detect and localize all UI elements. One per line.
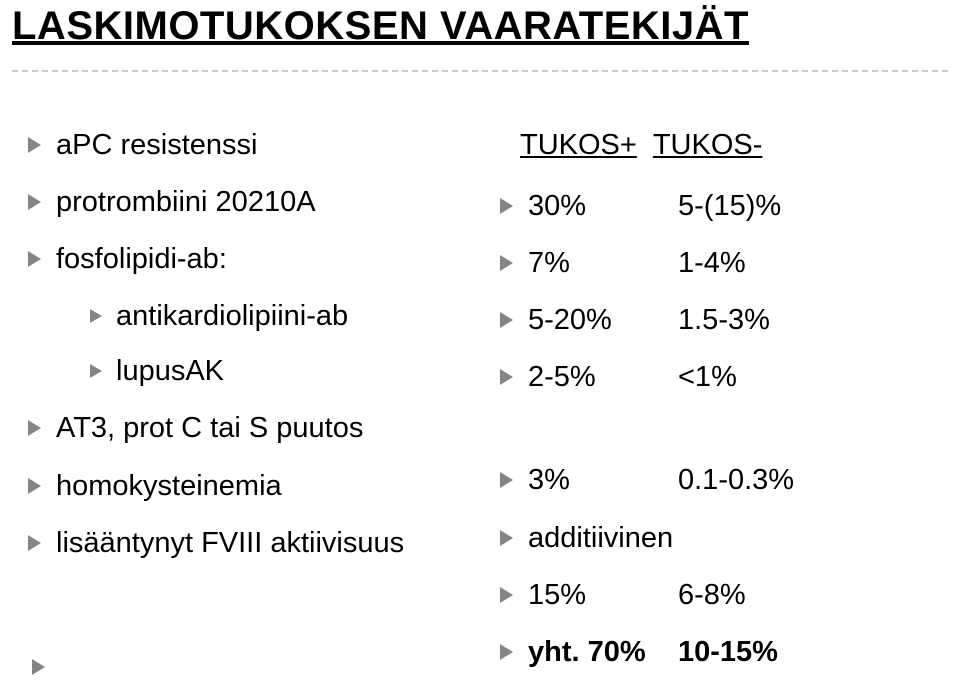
val-plus: 30% [528, 179, 678, 234]
list-subitem: lupusAK [90, 344, 458, 399]
item-label: aPC resistenssi [56, 129, 257, 161]
column-header: TUKOS+ TUKOS- [500, 118, 940, 173]
list-item: aPC resistenssi [28, 118, 458, 173]
val-plus: additiivinen [528, 511, 673, 566]
subitem-label: lupusAK [116, 355, 224, 387]
header-plus: TUKOS+ [520, 118, 637, 173]
item-label: homokysteinemia [56, 470, 282, 502]
data-row: 15%6-8% [500, 568, 940, 623]
val-plus: 2-5% [528, 350, 678, 405]
val-plus: 15% [528, 568, 678, 623]
val-minus: 5-(15)% [678, 179, 818, 234]
item-label: lisääntynyt FVIII aktiivisuus [56, 527, 404, 559]
val-plus: 5-20% [528, 293, 678, 348]
sum-plus: yht. 70% [528, 625, 678, 680]
list-item: protrombiini 20210A [28, 175, 458, 230]
val-plus: 3% [528, 453, 678, 508]
list-item: fosfolipidi-ab: antikardiolipiini-ab lup… [28, 232, 458, 399]
header-minus: TUKOS- [653, 118, 763, 173]
data-row: 30%5-(15)% [500, 179, 940, 234]
val-minus: 0.1-0.3% [678, 453, 818, 508]
list-item: lisääntynyt FVIII aktiivisuus [28, 516, 458, 571]
sum-minus: 10-15% [678, 625, 818, 680]
item-label: fosfolipidi-ab: [56, 243, 227, 275]
title-rule [12, 70, 948, 72]
item-label: AT3, prot C tai S puutos [56, 412, 363, 444]
data-row: 5-20%1.5-3% [500, 293, 940, 348]
list-item: AT3, prot C tai S puutos [28, 401, 458, 456]
gap [500, 407, 940, 453]
list-item: homokysteinemia [28, 459, 458, 514]
val-minus: 6-8% [678, 568, 818, 623]
slide-title: LASKIMOTUKOKSEN VAARATEKIJÄT [12, 4, 749, 49]
item-label: protrombiini 20210A [56, 186, 316, 218]
val-minus: 1.5-3% [678, 293, 818, 348]
data-row: 3%0.1-0.3% [500, 453, 940, 508]
val-minus: 1-4% [678, 236, 818, 291]
val-plus: 7% [528, 236, 678, 291]
data-row: 2-5%<1% [500, 350, 940, 405]
right-column: TUKOS+ TUKOS- 30%5-(15)% 7%1-4% 5-20%1.5… [500, 118, 940, 682]
list-subitem: antikardiolipiini-ab [90, 289, 458, 344]
left-column: aPC resistenssi protrombiini 20210A fosf… [28, 118, 458, 573]
data-row: 7%1-4% [500, 236, 940, 291]
val-minus [673, 511, 813, 566]
val-minus: <1% [678, 350, 818, 405]
subitem-label: antikardiolipiini-ab [116, 300, 348, 332]
data-row: additiivinen [500, 511, 940, 566]
sum-row: yht. 70%10-15% [500, 625, 940, 680]
footer-bullet-icon [32, 659, 45, 675]
